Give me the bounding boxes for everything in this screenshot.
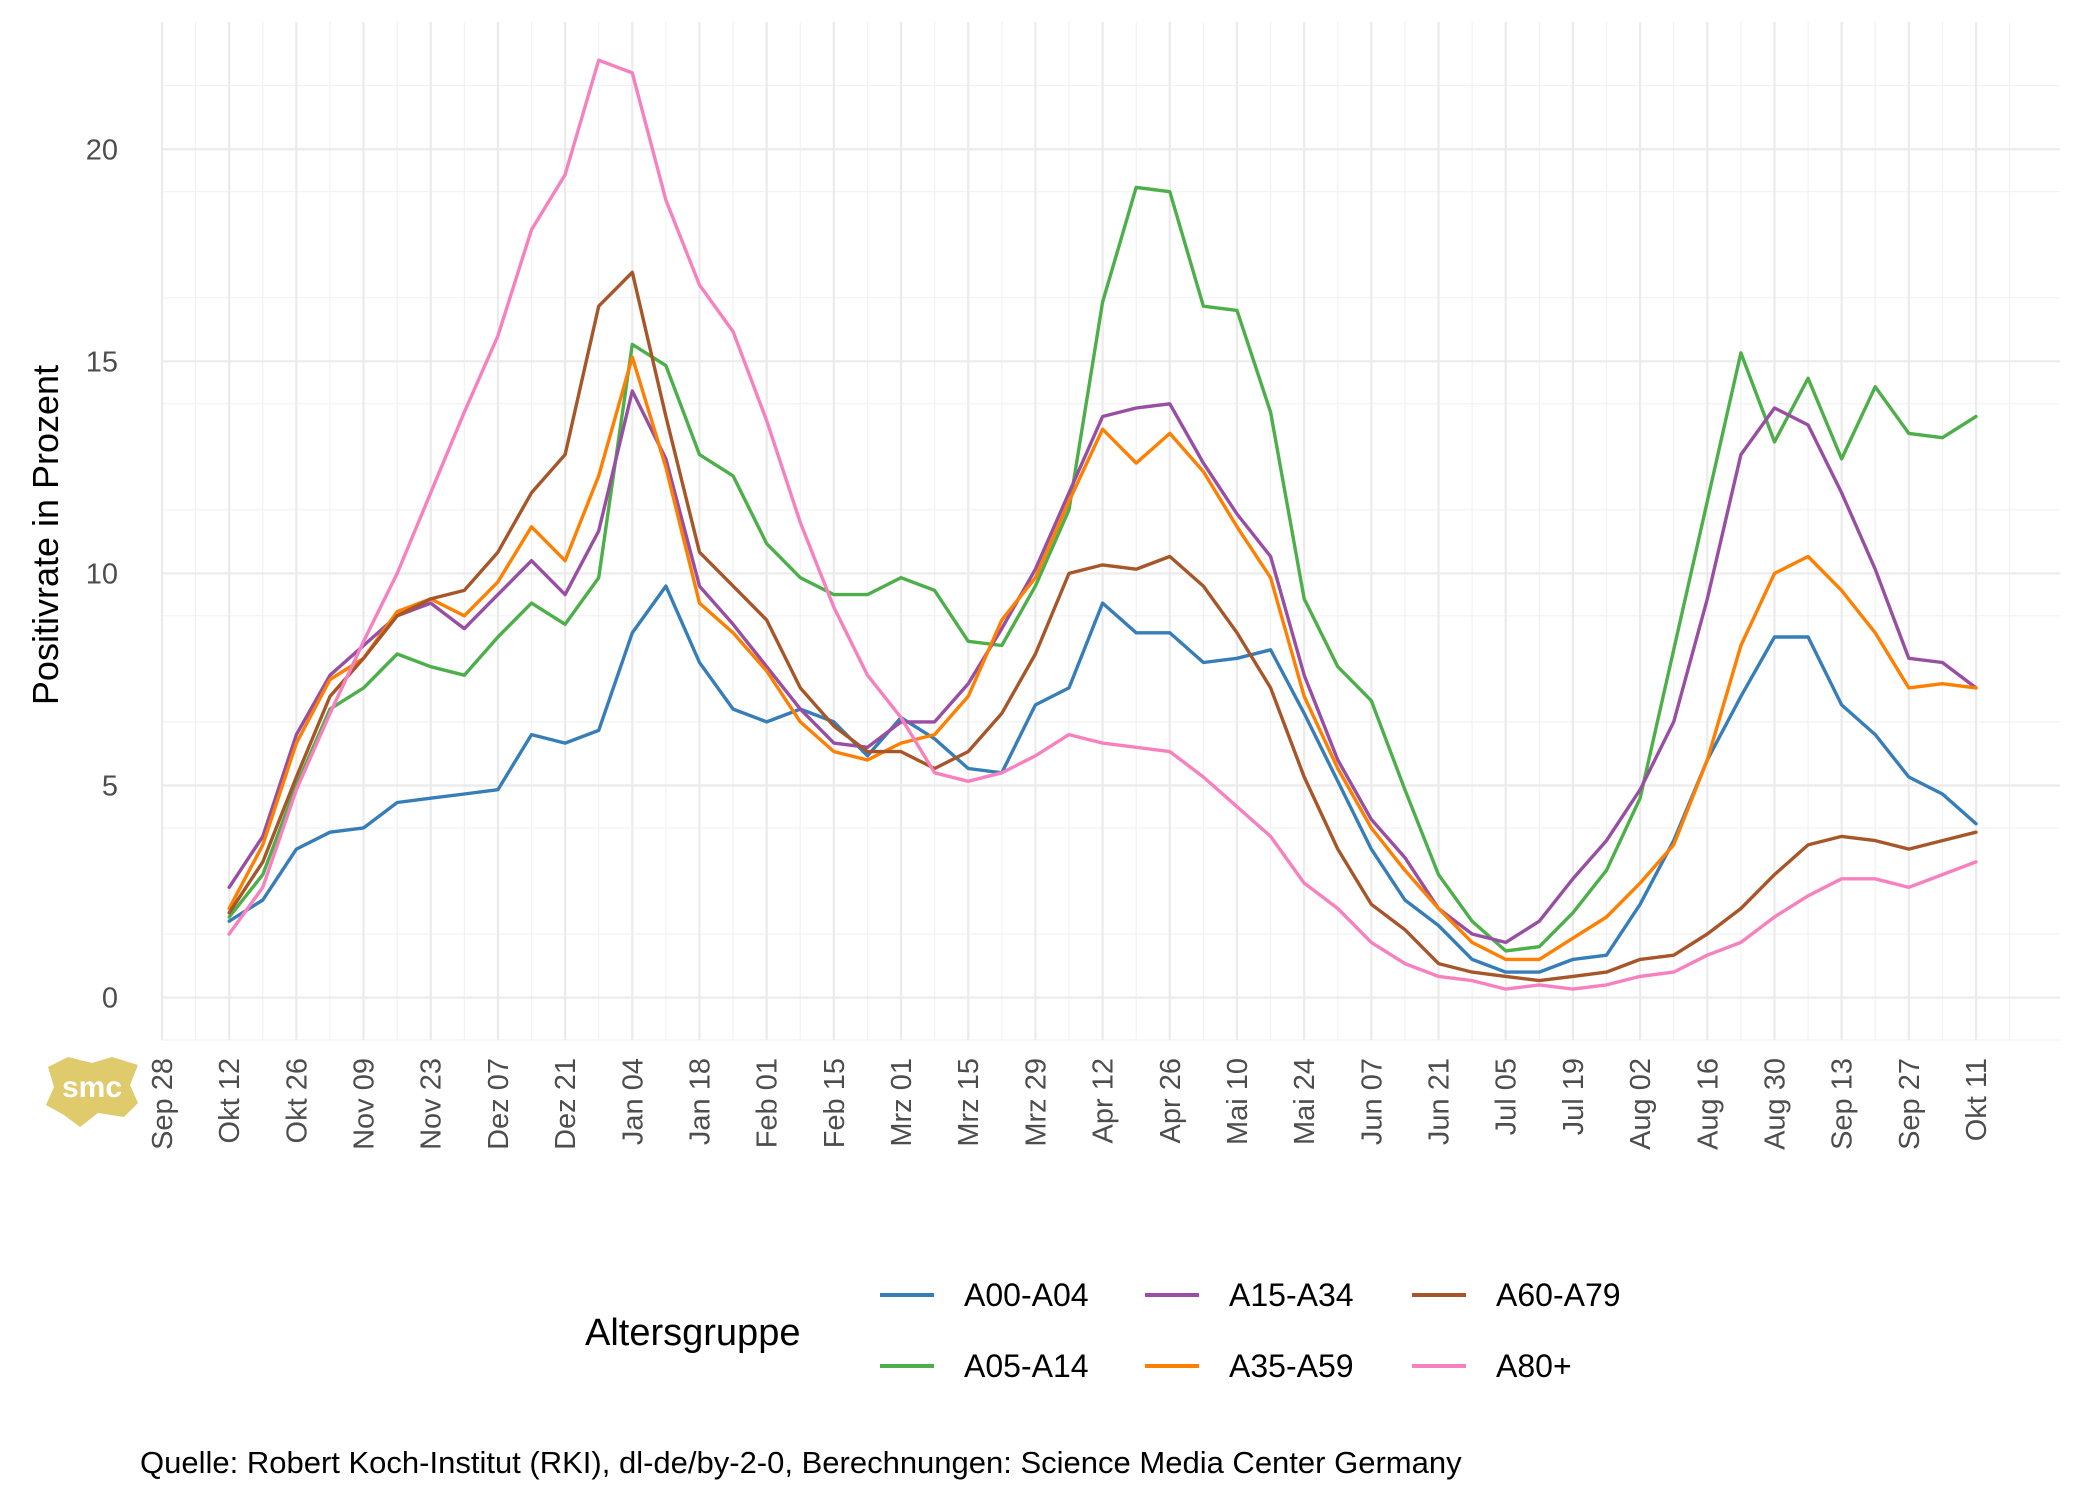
y-tick-label: 5 — [102, 771, 118, 803]
legend-label: A00-A04 — [964, 1277, 1089, 1313]
x-tick-label: Feb 01 — [752, 1058, 784, 1148]
series-line-a05-a14 — [227, 185, 1978, 953]
x-tick-label: Sep 28 — [147, 1058, 179, 1150]
legend-label: A35-A59 — [1229, 1348, 1354, 1384]
x-tick-label: Aug 02 — [1625, 1058, 1657, 1150]
x-axis-tick-labels: Sep 28 Okt 12 Okt 26 Nov 09 Nov 23 Dez 07 Dez … — [147, 1058, 1993, 1150]
x-tick-label: Nov 09 — [349, 1058, 381, 1150]
source-caption: Quelle: Robert Koch-Institut (RKI), dl-d… — [140, 1445, 1462, 1480]
x-tick-label: Feb 15 — [819, 1058, 851, 1148]
x-tick-label: Jun 07 — [1356, 1058, 1388, 1145]
x-tick-label: Mai 10 — [1222, 1058, 1254, 1145]
svg-text:smc: smc — [62, 1071, 122, 1104]
x-tick-label: Aug 16 — [1692, 1058, 1724, 1150]
minor-gridlines — [162, 22, 2060, 1041]
x-tick-label: Apr 26 — [1155, 1058, 1187, 1143]
legend-label: A60-A79 — [1496, 1277, 1621, 1313]
x-tick-label: Mrz 29 — [1020, 1058, 1052, 1147]
x-tick-label: Sep 27 — [1894, 1058, 1926, 1150]
series-line-a35-a59 — [227, 355, 1978, 962]
legend-label: A80+ — [1496, 1348, 1572, 1384]
legend-label: A15-A34 — [1229, 1277, 1354, 1313]
y-tick-label: 10 — [86, 558, 118, 590]
y-axis-tick-labels: 0 5 10 15 20 — [86, 134, 118, 1014]
x-tick-label: Sep 13 — [1827, 1058, 1859, 1150]
x-tick-label: Jan 18 — [684, 1058, 716, 1145]
x-tick-label: Okt 26 — [281, 1058, 313, 1143]
legend-label: A05-A14 — [964, 1348, 1089, 1384]
x-tick-label: Apr 12 — [1088, 1058, 1120, 1143]
x-tick-label: Okt 11 — [1961, 1058, 1993, 1141]
y-axis-title: Positivrate in Prozent — [25, 365, 66, 705]
legend-title: Altersgruppe — [585, 1312, 800, 1354]
x-tick-label: Mrz 15 — [953, 1058, 985, 1147]
x-tick-label: Nov 23 — [416, 1058, 448, 1150]
x-tick-label: Dez 21 — [550, 1058, 582, 1150]
y-tick-label: 15 — [86, 346, 118, 378]
smc-logo: smc — [46, 1057, 138, 1127]
series-line-a15-a34 — [227, 389, 1978, 945]
x-tick-label: Aug 30 — [1759, 1058, 1791, 1150]
major-gridlines — [160, 22, 2060, 1040]
x-tick-label: Jan 04 — [617, 1058, 649, 1145]
x-tick-label: Jun 21 — [1424, 1058, 1456, 1145]
y-tick-label: 20 — [86, 134, 118, 166]
x-tick-label: Jul 19 — [1558, 1058, 1590, 1135]
data-series-group — [227, 58, 1978, 991]
x-tick-label: Okt 12 — [214, 1058, 246, 1143]
x-tick-label: Jul 05 — [1491, 1058, 1523, 1135]
x-tick-label: Dez 07 — [483, 1058, 515, 1150]
legend: Altersgruppe A00-A04 A05-A14 A15-A34 A35-A5… — [585, 1277, 1621, 1384]
series-line-a60-a79 — [227, 270, 1978, 983]
y-tick-label: 0 — [102, 983, 118, 1015]
x-tick-label: Mai 24 — [1289, 1058, 1321, 1145]
x-tick-label: Mrz 01 — [886, 1058, 918, 1147]
series-line-a80- — [227, 58, 1978, 991]
